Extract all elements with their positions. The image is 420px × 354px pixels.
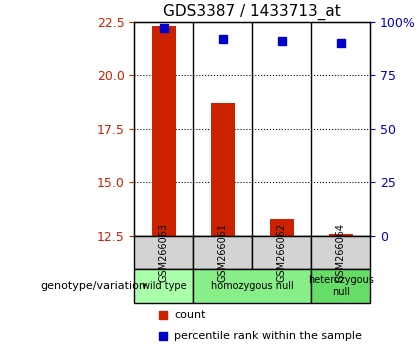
FancyBboxPatch shape	[134, 269, 193, 303]
Text: GSM266064: GSM266064	[336, 223, 346, 282]
Text: homozygous null: homozygous null	[211, 281, 294, 291]
Bar	[211, 103, 235, 236]
FancyBboxPatch shape	[193, 269, 311, 303]
Text: genotype/variation: genotype/variation	[40, 281, 146, 291]
Bar	[152, 26, 176, 236]
Title: GDS3387 / 1433713_at: GDS3387 / 1433713_at	[163, 4, 341, 21]
Text: heterozygous
null: heterozygous null	[308, 275, 374, 297]
FancyBboxPatch shape	[311, 269, 370, 303]
FancyBboxPatch shape	[311, 236, 370, 269]
FancyBboxPatch shape	[193, 236, 252, 269]
FancyBboxPatch shape	[134, 236, 193, 269]
Bar	[329, 234, 352, 236]
Bar	[270, 219, 294, 236]
Text: GSM266063: GSM266063	[159, 223, 169, 282]
FancyBboxPatch shape	[252, 236, 311, 269]
Text: percentile rank within the sample: percentile rank within the sample	[174, 331, 362, 341]
Text: GSM266062: GSM266062	[277, 223, 287, 282]
Text: count: count	[174, 310, 206, 320]
Text: GSM266061: GSM266061	[218, 223, 228, 282]
Text: wild type: wild type	[142, 281, 186, 291]
